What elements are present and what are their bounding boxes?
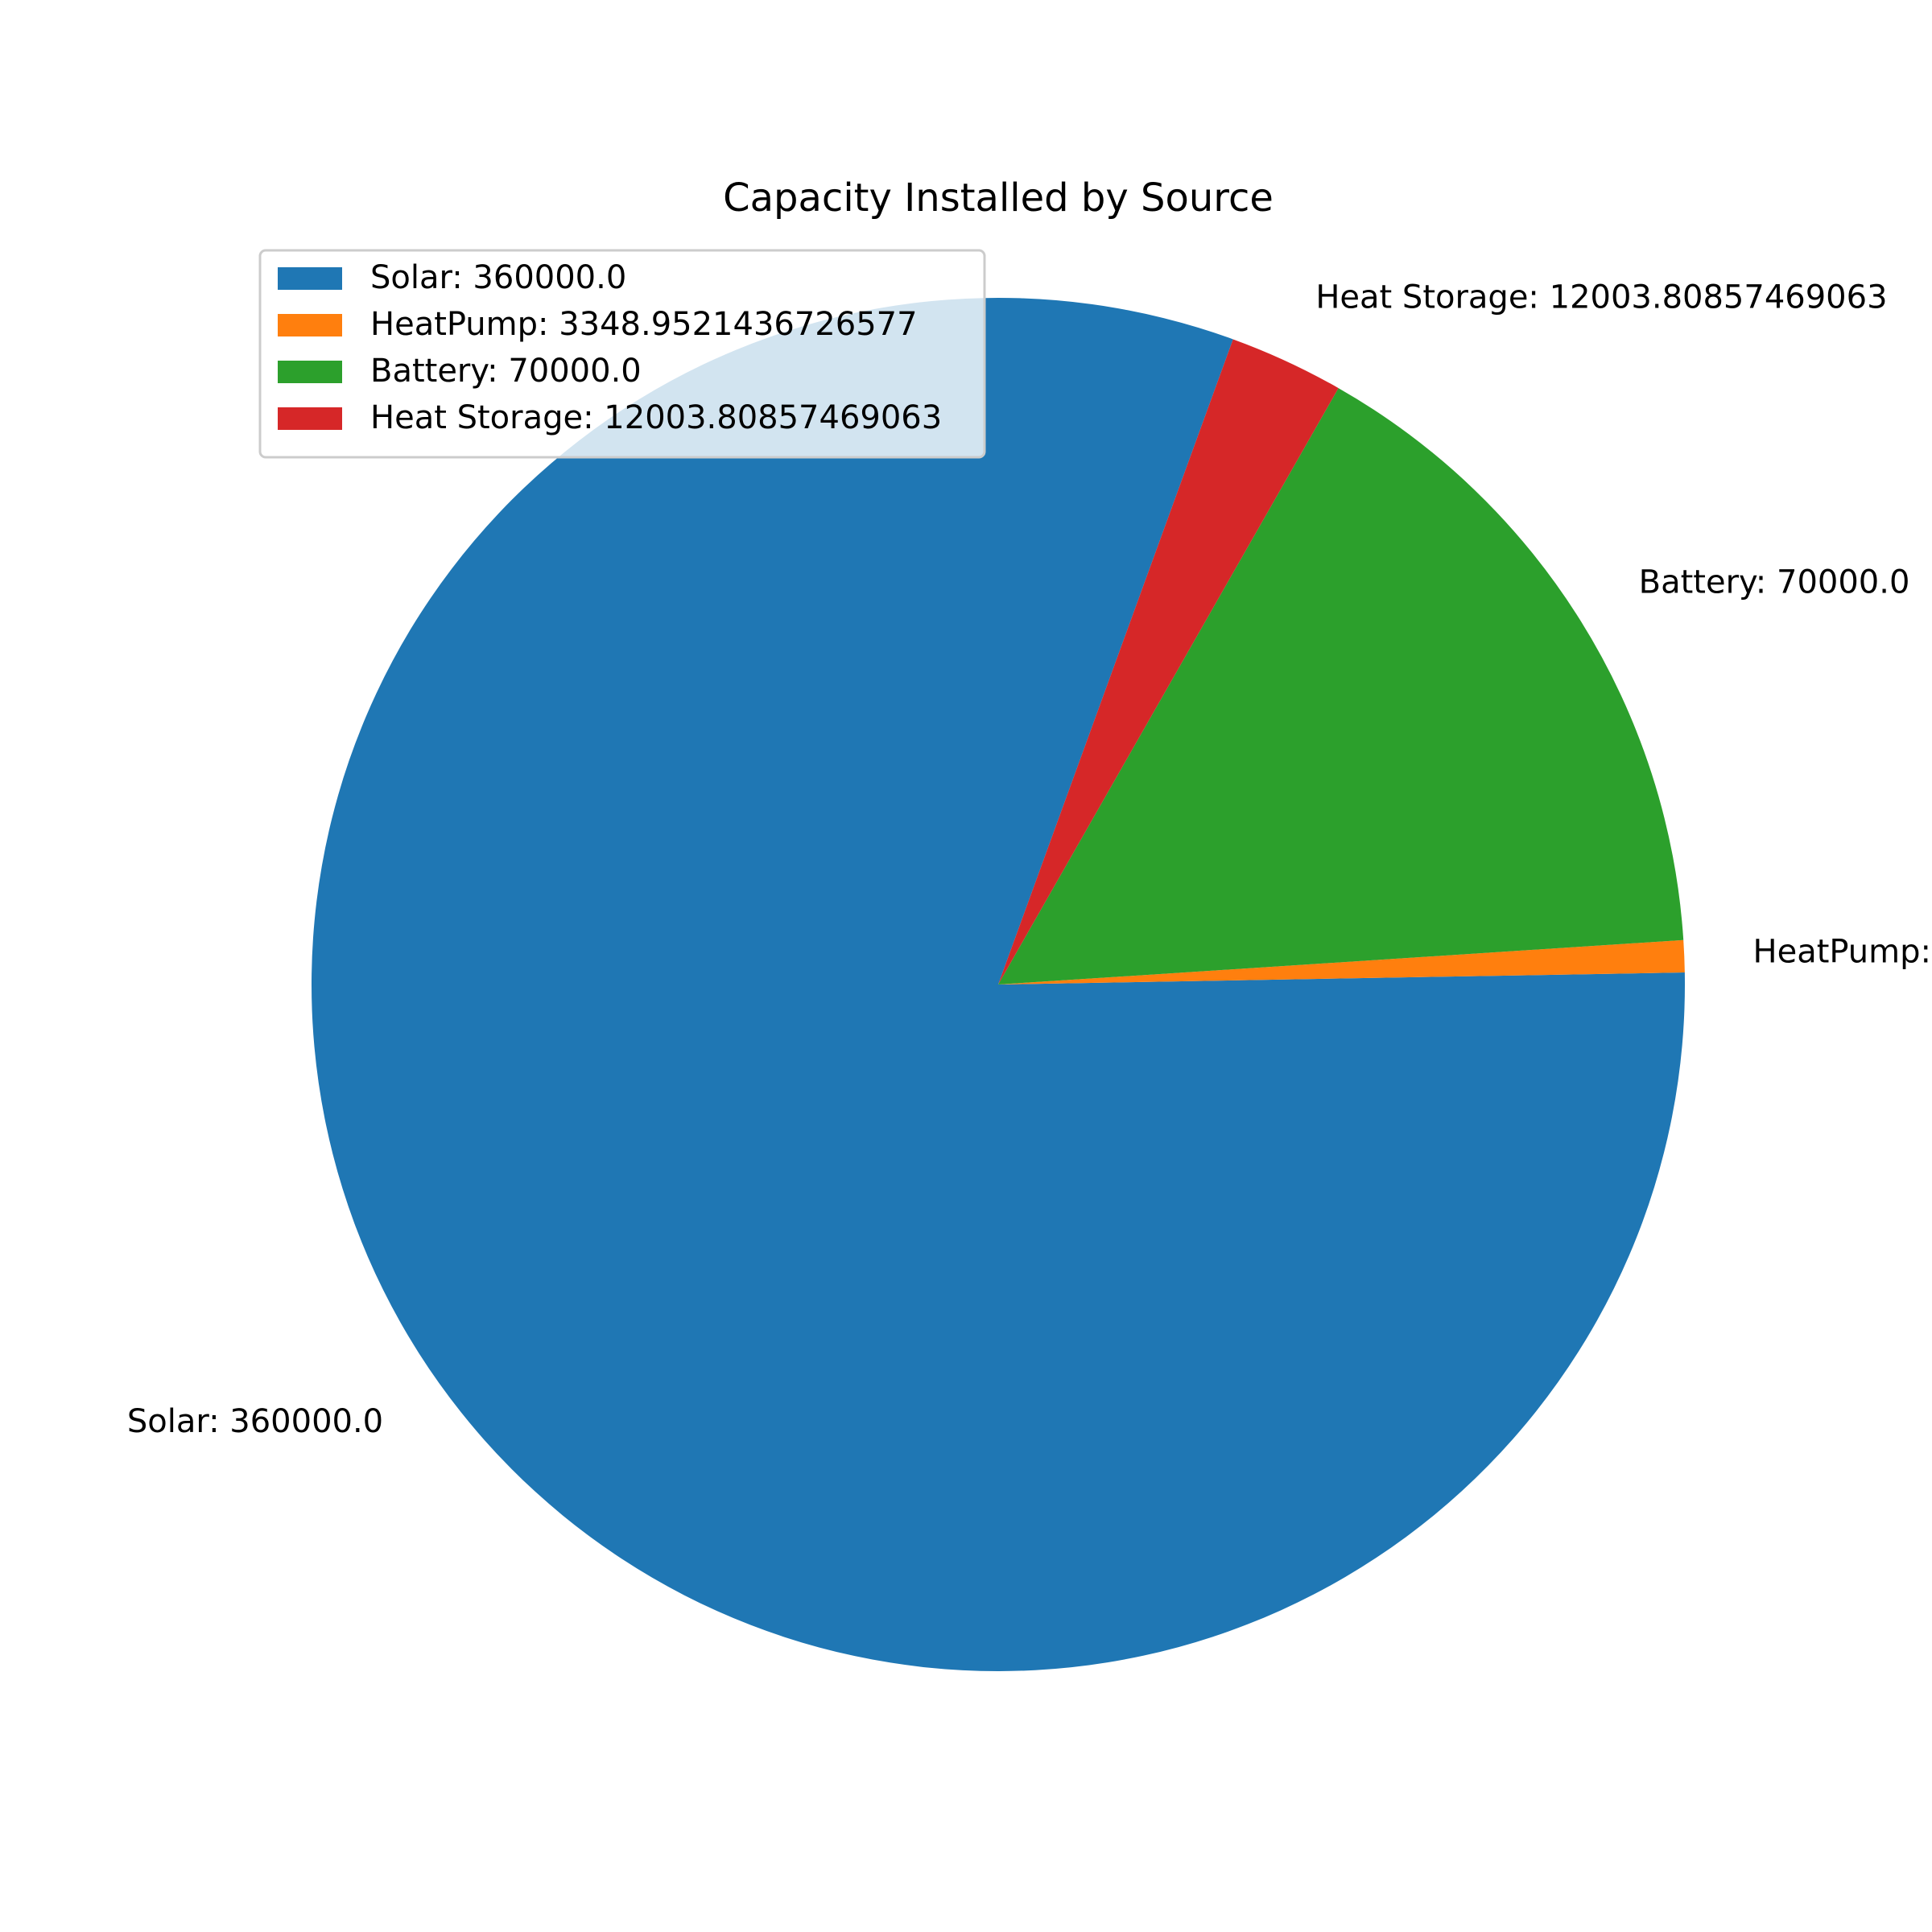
pie-slice-solar bbox=[311, 297, 1685, 1672]
legend-swatch bbox=[278, 267, 342, 290]
slice-label-heatpump: HeatPump: 3348.9521436726577 bbox=[1753, 933, 1932, 970]
legend-label: Battery: 70000.0 bbox=[370, 353, 642, 390]
legend-entries: Solar: 360000.0 HeatPump: 3348.9521436726… bbox=[278, 259, 942, 436]
pie-slice-battery bbox=[998, 388, 1684, 985]
legend-swatch bbox=[278, 361, 342, 383]
pie-slice-heatpump bbox=[998, 939, 1685, 985]
legend-label: HeatPump: 3348.9521436726577 bbox=[370, 306, 918, 343]
legend-label: Heat Storage: 12003.80857469063 bbox=[370, 399, 942, 436]
slice-label-battery: Battery: 70000.0 bbox=[1639, 564, 1910, 601]
slice-label-solar: Solar: 360000.0 bbox=[127, 1403, 383, 1440]
chart-title: Capacity Installed by Source bbox=[723, 175, 1274, 221]
pie-slice-heat-storage bbox=[998, 339, 1339, 985]
slice-label-heat-storage: Heat Storage: 12003.80857469063 bbox=[1315, 279, 1887, 316]
pie-slices bbox=[311, 297, 1685, 1672]
legend: Solar: 360000.0 HeatPump: 3348.9521436726… bbox=[258, 249, 986, 459]
legend-swatch bbox=[278, 314, 342, 336]
legend-label: Solar: 360000.0 bbox=[370, 259, 626, 296]
legend-frame bbox=[258, 249, 986, 459]
slice-labels: Solar: 360000.0 HeatPump: 3348.9521436726… bbox=[127, 279, 1932, 1440]
legend-swatch bbox=[278, 407, 342, 430]
